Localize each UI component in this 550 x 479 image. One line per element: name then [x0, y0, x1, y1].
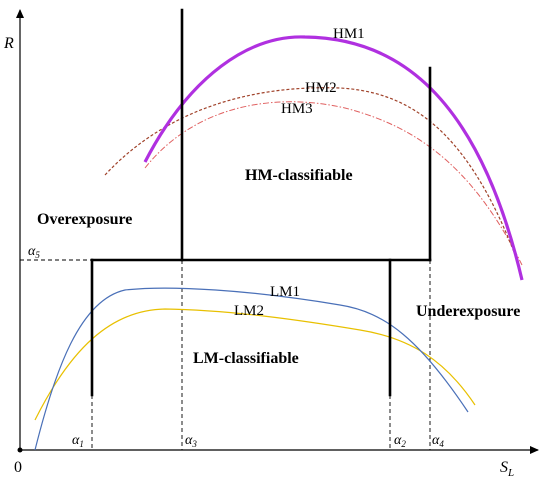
x-axis-label: SL	[500, 459, 514, 479]
alpha1-label: α1	[72, 433, 84, 449]
hm-classifiable-label: HM-classifiable	[245, 167, 353, 184]
alpha3-label: α3	[185, 433, 197, 449]
origin-dot	[17, 447, 23, 453]
alpha2-label: α2	[394, 433, 406, 449]
lm1-label: LM1	[270, 284, 300, 300]
hm2-curve	[104, 87, 521, 269]
hm1-curve	[143, 35, 524, 281]
overexposure-label: Overexposure	[37, 211, 132, 228]
hm1-label: HM1	[333, 26, 365, 42]
lm-classifiable-label: LM-classifiable	[193, 350, 299, 367]
guide-lines	[20, 259, 431, 450]
hm3-label: HM3	[281, 101, 313, 117]
alpha4-label: α4	[432, 433, 444, 449]
underexposure-label: Underexposure	[416, 303, 520, 320]
alpha5-label: α5	[28, 244, 40, 260]
y-axis-label: R	[3, 35, 14, 52]
hm3-curve	[144, 101, 523, 266]
origin-label: 0	[14, 459, 22, 476]
hm2-label: HM2	[305, 80, 337, 96]
lm2-label: LM2	[234, 303, 264, 319]
lm1-curve	[34, 287, 469, 451]
region-boundaries	[90, 8, 432, 397]
